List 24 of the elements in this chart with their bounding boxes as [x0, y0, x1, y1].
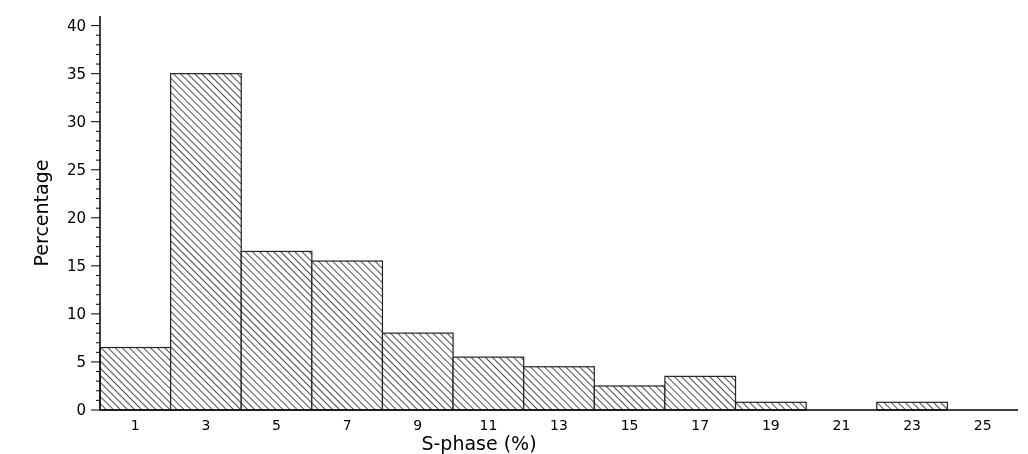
x-tick-label: 13 — [550, 417, 568, 433]
x-tick-label: 1 — [130, 417, 140, 433]
y-axis-title: Percentage — [30, 159, 52, 267]
y-tick-label: 20 — [66, 209, 86, 228]
y-tick-label: 15 — [66, 257, 86, 276]
x-tick-label: 25 — [973, 417, 992, 433]
x-tick-label: 17 — [691, 417, 710, 433]
y-tick-label: 40 — [66, 16, 86, 35]
x-tick-label: 11 — [479, 417, 498, 433]
y-tick-label: 5 — [76, 353, 86, 372]
y-tick-label: 10 — [66, 305, 86, 324]
x-axis-title: S-phase (%) — [421, 432, 537, 454]
y-tick-label: 35 — [66, 64, 86, 83]
y-tick-label: 25 — [66, 161, 86, 180]
x-tick-label: 21 — [832, 417, 851, 433]
y-tick-label: 0 — [76, 401, 86, 420]
x-tick-label: 5 — [272, 417, 281, 433]
y-tick-label: 30 — [66, 112, 86, 131]
x-tick-label: 9 — [413, 417, 423, 433]
x-tick-label: 19 — [761, 417, 780, 433]
x-tick-label: 15 — [620, 417, 639, 433]
x-tick-label: 7 — [342, 417, 352, 433]
x-tick-label: 23 — [903, 417, 921, 433]
x-tick-label: 3 — [201, 417, 211, 433]
